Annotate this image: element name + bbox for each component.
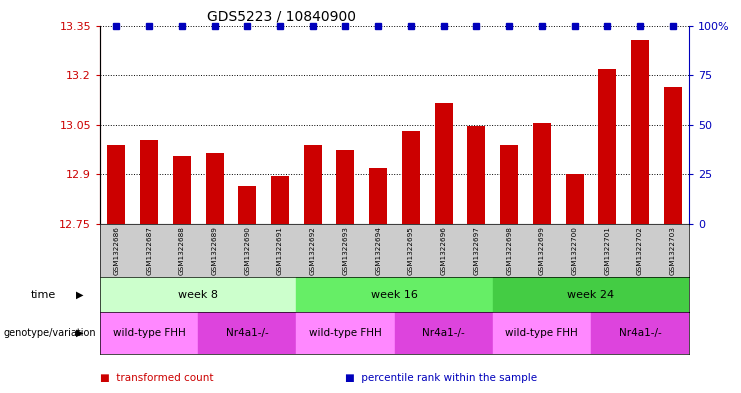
Text: GSM1322696: GSM1322696 bbox=[441, 226, 447, 275]
Bar bbox=[493, 277, 689, 312]
Text: GSM1322692: GSM1322692 bbox=[310, 226, 316, 275]
Bar bbox=[369, 168, 388, 224]
Bar bbox=[664, 87, 682, 224]
Text: GSM1322691: GSM1322691 bbox=[277, 226, 283, 275]
Text: GSM1322695: GSM1322695 bbox=[408, 226, 414, 275]
Text: GSM1322702: GSM1322702 bbox=[637, 226, 643, 275]
Bar bbox=[598, 68, 617, 224]
Bar bbox=[296, 277, 493, 312]
Text: wild-type FHH: wild-type FHH bbox=[309, 328, 382, 338]
Text: GDS5223 / 10840900: GDS5223 / 10840900 bbox=[207, 10, 356, 24]
Bar bbox=[591, 312, 689, 354]
Bar bbox=[239, 186, 256, 224]
Text: time: time bbox=[31, 290, 56, 300]
Text: GSM1322701: GSM1322701 bbox=[605, 226, 611, 275]
Bar bbox=[199, 312, 296, 354]
Text: ▶: ▶ bbox=[76, 328, 83, 338]
Text: genotype/variation: genotype/variation bbox=[4, 328, 96, 338]
Text: GSM1322703: GSM1322703 bbox=[670, 226, 676, 275]
Text: GSM1322694: GSM1322694 bbox=[375, 226, 381, 275]
Text: ■  transformed count: ■ transformed count bbox=[100, 373, 213, 383]
Bar bbox=[336, 150, 354, 224]
Bar bbox=[493, 312, 591, 354]
Text: Nr4a1-/-: Nr4a1-/- bbox=[619, 328, 662, 338]
Bar bbox=[468, 127, 485, 224]
Bar bbox=[435, 103, 453, 224]
Text: wild-type FHH: wild-type FHH bbox=[505, 328, 578, 338]
Bar bbox=[565, 174, 584, 224]
Text: week 8: week 8 bbox=[179, 290, 218, 300]
Text: week 24: week 24 bbox=[568, 290, 614, 300]
Text: GSM1322690: GSM1322690 bbox=[245, 226, 250, 275]
Bar bbox=[296, 312, 394, 354]
Text: GSM1322698: GSM1322698 bbox=[506, 226, 512, 275]
Bar bbox=[100, 277, 296, 312]
Bar bbox=[533, 123, 551, 224]
Text: ▶: ▶ bbox=[76, 290, 83, 300]
Bar bbox=[271, 176, 289, 224]
Bar bbox=[173, 156, 191, 224]
Bar bbox=[304, 145, 322, 224]
Text: GSM1322689: GSM1322689 bbox=[212, 226, 218, 275]
Text: GSM1322693: GSM1322693 bbox=[342, 226, 348, 275]
Bar bbox=[402, 131, 420, 224]
Bar bbox=[140, 140, 158, 224]
Text: GSM1322700: GSM1322700 bbox=[571, 226, 577, 275]
Text: wild-type FHH: wild-type FHH bbox=[113, 328, 185, 338]
Text: Nr4a1-/-: Nr4a1-/- bbox=[226, 328, 269, 338]
Bar bbox=[205, 153, 224, 224]
Text: week 16: week 16 bbox=[371, 290, 418, 300]
Text: GSM1322687: GSM1322687 bbox=[146, 226, 152, 275]
Bar bbox=[100, 312, 199, 354]
Text: Nr4a1-/-: Nr4a1-/- bbox=[422, 328, 465, 338]
Text: ■  percentile rank within the sample: ■ percentile rank within the sample bbox=[345, 373, 536, 383]
Text: GSM1322688: GSM1322688 bbox=[179, 226, 185, 275]
Bar bbox=[394, 312, 493, 354]
Text: GSM1322697: GSM1322697 bbox=[473, 226, 479, 275]
Bar bbox=[107, 145, 125, 224]
Bar bbox=[500, 145, 518, 224]
Bar bbox=[631, 40, 649, 224]
Text: GSM1322686: GSM1322686 bbox=[113, 226, 119, 275]
Text: GSM1322699: GSM1322699 bbox=[539, 226, 545, 275]
